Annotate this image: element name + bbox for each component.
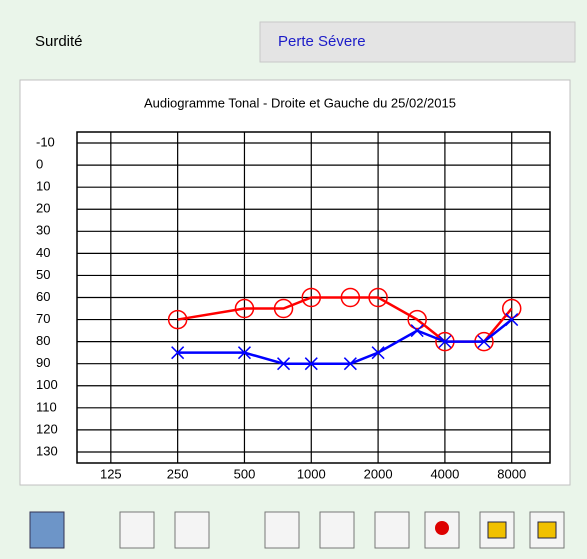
y-tick-label: 40 — [36, 245, 50, 260]
y-tick-label: 10 — [36, 179, 50, 194]
x-tick-label: 125 — [100, 466, 122, 481]
tool-button[interactable] — [319, 511, 355, 549]
marker — [277, 357, 291, 371]
y-tick-label: 130 — [36, 443, 58, 458]
marker — [477, 335, 491, 349]
marker — [234, 298, 255, 319]
tool-button[interactable] — [374, 511, 410, 549]
tool-button[interactable] — [174, 511, 210, 549]
field-box[interactable] — [259, 21, 576, 63]
toolbar — [29, 511, 565, 549]
marker — [340, 287, 361, 308]
marker — [438, 335, 452, 349]
marker — [407, 309, 427, 330]
x-tick-label: 8000 — [497, 466, 526, 481]
marker — [410, 324, 424, 338]
marker — [304, 357, 318, 371]
marker — [167, 309, 188, 330]
tool-button[interactable] — [29, 511, 65, 549]
y-tick-label: 110 — [36, 399, 57, 414]
y-tick-label: 90 — [36, 355, 50, 370]
x-tick-label: 4000 — [430, 466, 459, 481]
y-tick-label: 100 — [36, 377, 58, 392]
marker — [368, 287, 388, 308]
chart-title: Audiogramme Tonal - Droite et Gauche du … — [144, 95, 456, 110]
marker — [501, 298, 522, 319]
y-tick-label: 120 — [36, 421, 58, 436]
x-tick-label: 2000 — [364, 466, 393, 481]
field-value: Perte Sévere — [278, 33, 366, 50]
y-tick-label: -10 — [36, 134, 55, 149]
y-tick-label: 80 — [36, 333, 50, 348]
marker — [273, 298, 294, 319]
icon — [435, 521, 449, 535]
marker — [371, 346, 385, 360]
y-tick-label: 0 — [36, 157, 43, 172]
marker — [301, 287, 322, 308]
y-tick-label: 30 — [36, 223, 50, 238]
marker — [505, 313, 519, 327]
marker — [171, 346, 185, 360]
y-tick-label: 70 — [36, 311, 50, 326]
x-tick-label: 1000 — [297, 466, 326, 481]
tool-button[interactable] — [264, 511, 300, 549]
plot: -10 0 10 20 30 40 50 60 70 80 90 100 110 120 130 125 250… — [36, 131, 551, 481]
y-tick-label: 20 — [36, 201, 50, 216]
marker — [237, 346, 251, 360]
x-tick-label: 500 — [234, 466, 256, 481]
icon — [487, 521, 507, 539]
x-tick-label: 250 — [167, 466, 189, 481]
marker — [343, 357, 357, 371]
y-tick-label: 60 — [36, 289, 50, 304]
y-tick-label: 50 — [36, 267, 50, 282]
series-line — [177, 318, 513, 365]
icon — [537, 521, 557, 539]
field-label: Surdité — [35, 33, 83, 50]
tool-button[interactable] — [119, 511, 155, 549]
